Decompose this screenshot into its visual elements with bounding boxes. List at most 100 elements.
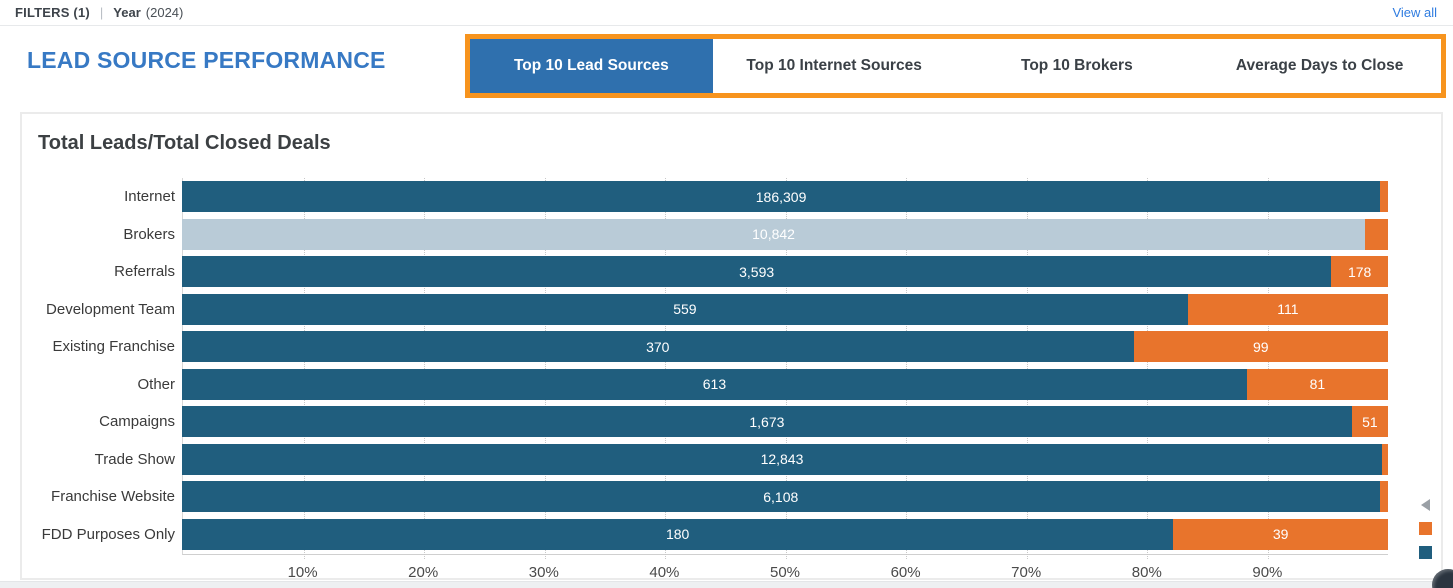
chart-row: Referrals 3,593 178 xyxy=(22,253,1388,291)
closed-value-label: 51 xyxy=(1362,413,1378,430)
x-tick-label: 90% xyxy=(1252,564,1283,581)
closed-deals-segment[interactable] xyxy=(1380,181,1388,213)
leads-segment[interactable]: 180 xyxy=(182,518,1174,550)
stacked-bar-chart: Internet 186,309 Brokers 10,842 Referral… xyxy=(22,178,1388,581)
leads-segment[interactable]: 613 xyxy=(182,368,1247,400)
leads-value-label: 10,842 xyxy=(752,226,795,243)
leads-value-label: 3,593 xyxy=(739,263,775,280)
header-row: LEAD SOURCE PERFORMANCE Top 10 Lead Sour… xyxy=(0,26,1453,112)
x-tick-label: 30% xyxy=(528,564,559,581)
tab-top-10-brokers[interactable]: Top 10 Brokers xyxy=(955,39,1199,93)
gridline xyxy=(303,178,305,559)
stacked-bar[interactable]: 370 99 xyxy=(182,331,1388,363)
tab-top-10-lead-sources[interactable]: Top 10 Lead Sources xyxy=(470,39,713,93)
leads-segment[interactable]: 6,108 xyxy=(182,481,1380,513)
chart-row: FDD Purposes Only 180 39 xyxy=(22,516,1388,554)
gridline xyxy=(785,178,787,559)
closed-value-label: 178 xyxy=(1347,263,1372,280)
category-label: Brokers xyxy=(123,225,175,243)
closed-deals-segment[interactable] xyxy=(1365,218,1388,250)
closed-deals-segment[interactable]: 39 xyxy=(1173,518,1388,550)
filter-chip-year[interactable]: Year xyxy=(113,5,141,20)
closed-deals-segment[interactable]: 178 xyxy=(1331,256,1388,288)
page-bottom-strip xyxy=(0,581,1453,588)
chart-row: Trade Show 12,843 xyxy=(22,441,1388,479)
tab-top-10-internet-sources[interactable]: Top 10 Internet Sources xyxy=(712,39,956,93)
leads-segment[interactable]: 3,593 xyxy=(182,256,1332,288)
category-label: Franchise Website xyxy=(51,488,175,506)
chart-rows: Internet 186,309 Brokers 10,842 Referral… xyxy=(22,178,1388,555)
category-label: Internet xyxy=(124,188,175,206)
closed-deals-segment[interactable]: 111 xyxy=(1187,293,1388,325)
leads-segment[interactable]: 12,843 xyxy=(182,443,1382,475)
gridline xyxy=(906,178,907,559)
chart-row: Franchise Website 6,108 xyxy=(22,478,1388,516)
chart-title: Total Leads/Total Closed Deals xyxy=(38,132,331,154)
closed-deals-segment[interactable] xyxy=(1381,443,1388,475)
leads-value-label: 6,108 xyxy=(763,488,799,505)
x-tick-label: 20% xyxy=(408,564,439,581)
page-title: LEAD SOURCE PERFORMANCE xyxy=(27,47,386,73)
leads-value-label: 12,843 xyxy=(760,451,804,468)
category-label: Trade Show xyxy=(94,450,175,468)
filters-count-label[interactable]: FILTERS (1) xyxy=(15,5,90,20)
x-tick-label: 10% xyxy=(287,564,318,581)
filter-chip-year-value[interactable]: (2024) xyxy=(145,5,184,20)
filter-separator: | xyxy=(99,5,104,20)
leads-segment[interactable]: 370 xyxy=(182,331,1134,363)
closed-value-label: 99 xyxy=(1252,338,1269,355)
leads-segment[interactable]: 186,309 xyxy=(182,181,1381,213)
x-tick-label: 40% xyxy=(649,564,680,581)
closed-deals-segment[interactable] xyxy=(1379,481,1388,513)
leads-segment[interactable]: 559 xyxy=(182,293,1188,325)
leads-value-label: 186,309 xyxy=(755,188,807,205)
x-tick-label: 60% xyxy=(890,564,921,581)
chart-row: Existing Franchise 370 99 xyxy=(22,328,1388,366)
stacked-bar[interactable]: 6,108 xyxy=(182,481,1388,513)
chart-row: Internet 186,309 xyxy=(22,178,1388,216)
leads-value-label: 180 xyxy=(665,526,690,543)
closed-value-label: 81 xyxy=(1309,376,1326,393)
closed-deals-segment[interactable]: 81 xyxy=(1246,368,1388,400)
leads-value-label: 1,673 xyxy=(749,413,785,430)
stacked-bar[interactable]: 1,673 51 xyxy=(182,406,1388,438)
chart-row: Other 613 81 xyxy=(22,366,1388,404)
gridline xyxy=(1147,178,1148,559)
tab-average-days-to-close[interactable]: Average Days to Close xyxy=(1198,39,1441,93)
closed-value-label: 111 xyxy=(1277,301,1299,318)
category-label: Other xyxy=(137,375,175,393)
chart-row: Brokers 10,842 xyxy=(22,216,1388,254)
stacked-bar[interactable]: 186,309 xyxy=(182,181,1388,213)
collapsed-legend xyxy=(1419,499,1432,559)
gridline xyxy=(665,178,666,559)
stacked-bar[interactable]: 180 39 xyxy=(182,518,1388,550)
stacked-bar[interactable]: 10,842 xyxy=(182,218,1388,250)
gridline xyxy=(1026,178,1028,559)
leads-value-label: 559 xyxy=(673,301,697,318)
closed-value-label: 39 xyxy=(1272,526,1289,543)
chart-card: Total Leads/Total Closed Deals Internet … xyxy=(20,112,1443,581)
legend-swatch-leads[interactable] xyxy=(1419,546,1432,559)
chart-row: Campaigns 1,673 51 xyxy=(22,403,1388,441)
closed-deals-segment[interactable]: 51 xyxy=(1351,406,1388,438)
x-axis: 10% 20% 30% 40% 50% 60% 70% 80% 90% xyxy=(182,555,1388,583)
x-tick-label: 50% xyxy=(769,564,801,581)
stacked-bar[interactable]: 12,843 xyxy=(182,443,1388,475)
x-tick-label: 70% xyxy=(1011,564,1042,581)
category-label: Development Team xyxy=(46,300,175,318)
plot-grid xyxy=(182,178,1388,559)
stacked-bar[interactable]: 3,593 178 xyxy=(182,256,1388,288)
leads-segment[interactable]: 10,842 xyxy=(182,218,1366,250)
stacked-bar[interactable]: 613 81 xyxy=(182,368,1388,400)
category-label: FDD Purposes Only xyxy=(41,525,175,543)
view-all-link[interactable]: View all xyxy=(1392,5,1437,20)
legend-expand-arrow-icon[interactable] xyxy=(1421,499,1430,511)
gridline xyxy=(424,178,425,559)
x-tick-label: 80% xyxy=(1131,564,1162,581)
corner-floating-button[interactable] xyxy=(1432,569,1453,588)
filter-bar: FILTERS (1) | Year (2024) View all xyxy=(0,0,1453,26)
legend-swatch-closed-deals[interactable] xyxy=(1419,522,1432,535)
leads-segment[interactable]: 1,673 xyxy=(182,406,1352,438)
closed-deals-segment[interactable]: 99 xyxy=(1133,331,1388,363)
stacked-bar[interactable]: 559 111 xyxy=(182,293,1388,325)
